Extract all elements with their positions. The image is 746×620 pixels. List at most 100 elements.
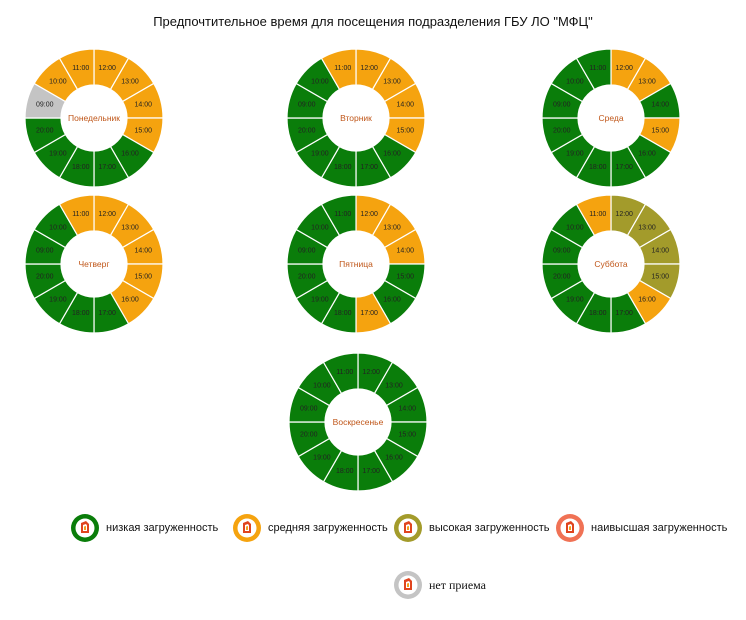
segment-time-label: 18:00 <box>336 468 354 475</box>
donut-svg: 12:00 13:00 14:00 15:00 16:00 17:00 18:00 19:00… <box>286 48 426 188</box>
segment-time-label: 20:00 <box>36 128 54 135</box>
no-reception-icon <box>394 571 422 599</box>
segment-time-label: 16:00 <box>383 297 401 304</box>
segment-time-label: 14:00 <box>398 405 416 412</box>
segment-time-label: 17:00 <box>615 310 633 317</box>
segment-time-label: 10:00 <box>49 78 67 85</box>
segment-time-label: 16:00 <box>121 151 139 158</box>
donut-chart-monday: 12:00 13:00 14:00 15:00 16:00 17:00 18:00 19:00… <box>24 48 164 188</box>
segment-time-label: 09:00 <box>298 247 316 254</box>
segment-time-label: 20:00 <box>300 432 318 439</box>
segment-time-label: 14:00 <box>396 247 414 254</box>
legend-item-medium: средняя загруженность <box>232 513 388 543</box>
segment-time-label: 11:00 <box>72 211 89 218</box>
segment-time-label: 17:00 <box>360 310 378 317</box>
segment-time-label: 16:00 <box>638 297 656 304</box>
donut-svg: 12:00 13:00 14:00 15:00 16:00 17:00 18:00 19:00… <box>24 48 164 188</box>
legend-label: низкая загруженность <box>106 522 219 534</box>
segment-time-label: 14:00 <box>651 247 669 254</box>
segment-time-label: 18:00 <box>334 164 352 171</box>
icon-glyph-accent <box>407 526 409 530</box>
segment-time-label: 11:00 <box>334 211 351 218</box>
segment-time-label: 19:00 <box>566 297 584 304</box>
donut-segment <box>58 48 95 91</box>
segment-time-label: 11:00 <box>72 65 89 72</box>
segment-time-label: 11:00 <box>336 369 353 376</box>
segment-time-label: 11:00 <box>589 65 606 72</box>
donut-hole <box>323 231 389 297</box>
high-load-icon <box>394 514 422 542</box>
segment-time-label: 20:00 <box>298 274 316 281</box>
segment-time-label: 20:00 <box>36 274 54 281</box>
segment-time-label: 11:00 <box>334 65 351 72</box>
segment-time-label: 13:00 <box>638 78 656 85</box>
legend-item-low: низкая загруженность <box>70 513 218 543</box>
segment-time-label: 15:00 <box>396 128 414 135</box>
legend-label: наивысшая загруженность <box>591 522 728 534</box>
segment-time-label: 13:00 <box>121 78 139 85</box>
segment-time-label: 19:00 <box>313 455 331 462</box>
segment-time-label: 13:00 <box>383 78 401 85</box>
donut-svg: 12:00 13:00 14:00 15:00 16:00 17:00 18:00 19:00… <box>541 48 681 188</box>
segment-time-label: 17:00 <box>360 164 378 171</box>
legend-label: нет приема <box>429 577 486 592</box>
donut-hole <box>578 231 644 297</box>
segment-time-label: 20:00 <box>553 128 571 135</box>
page-title: Предпочтительное время для посещения под… <box>153 14 593 29</box>
donut-svg: 12:00 13:00 14:00 15:00 16:00 17:00 18:00 19:00… <box>24 194 164 334</box>
highest-load-icon <box>556 514 584 542</box>
segment-time-label: 12:00 <box>362 369 380 376</box>
donut-chart-saturday: 12:00 13:00 14:00 15:00 16:00 17:00 18:00 19:00… <box>541 194 681 334</box>
donut-chart-tuesday: 12:00 13:00 14:00 15:00 16:00 17:00 18:00 19:00… <box>286 48 426 188</box>
segment-time-label: 16:00 <box>383 151 401 158</box>
segment-time-label: 16:00 <box>385 455 403 462</box>
day-label: Четверг <box>79 259 110 269</box>
segment-time-label: 12:00 <box>98 211 116 218</box>
donut-hole <box>61 85 127 151</box>
segment-time-label: 14:00 <box>134 101 152 108</box>
donut-segment <box>320 194 357 237</box>
segment-time-label: 18:00 <box>589 164 607 171</box>
segment-time-label: 13:00 <box>638 224 656 231</box>
legend-item-none: нет приема <box>393 570 486 600</box>
legend-label: высокая загруженность <box>429 522 550 534</box>
day-label: Вторник <box>340 113 372 123</box>
segment-time-label: 09:00 <box>300 405 318 412</box>
icon-glyph-accent <box>84 526 86 530</box>
segment-time-label: 09:00 <box>36 101 54 108</box>
segment-time-label: 12:00 <box>98 65 116 72</box>
donut-hole <box>578 85 644 151</box>
segment-time-label: 13:00 <box>121 224 139 231</box>
donut-svg: 12:00 13:00 14:00 15:00 16:00 17:00 18:00 19:00… <box>286 194 426 334</box>
segment-time-label: 17:00 <box>362 468 380 475</box>
segment-time-label: 20:00 <box>553 274 571 281</box>
segment-time-label: 18:00 <box>589 310 607 317</box>
segment-time-label: 12:00 <box>360 211 378 218</box>
segment-time-label: 16:00 <box>638 151 656 158</box>
segment-time-label: 09:00 <box>36 247 54 254</box>
segment-time-label: 16:00 <box>121 297 139 304</box>
donut-chart-thursday: 12:00 13:00 14:00 15:00 16:00 17:00 18:00 19:00… <box>24 194 164 334</box>
donut-hole <box>61 231 127 297</box>
donut-segment <box>320 48 357 91</box>
segment-time-label: 10:00 <box>49 224 67 231</box>
segment-time-label: 14:00 <box>651 101 669 108</box>
legend-label: средняя загруженность <box>268 522 388 534</box>
day-label: Среда <box>598 113 623 123</box>
segment-time-label: 18:00 <box>72 164 90 171</box>
donut-hole <box>323 85 389 151</box>
segment-time-label: 15:00 <box>651 128 669 135</box>
segment-time-label: 12:00 <box>615 211 633 218</box>
segment-time-label: 10:00 <box>566 224 584 231</box>
segment-time-label: 12:00 <box>360 65 378 72</box>
donut-svg: 12:00 13:00 14:00 15:00 16:00 17:00 18:00 19:00… <box>541 194 681 334</box>
icon-glyph-accent <box>246 526 248 530</box>
segment-time-label: 09:00 <box>553 247 571 254</box>
segment-time-label: 12:00 <box>615 65 633 72</box>
donut-chart-sunday: 12:00 13:00 14:00 15:00 16:00 17:00 18:00 19:00… <box>288 352 428 492</box>
segment-time-label: 09:00 <box>553 101 571 108</box>
segment-time-label: 18:00 <box>72 310 90 317</box>
day-label: Воскресенье <box>333 417 384 427</box>
segment-time-label: 15:00 <box>398 432 416 439</box>
segment-time-label: 10:00 <box>311 78 329 85</box>
